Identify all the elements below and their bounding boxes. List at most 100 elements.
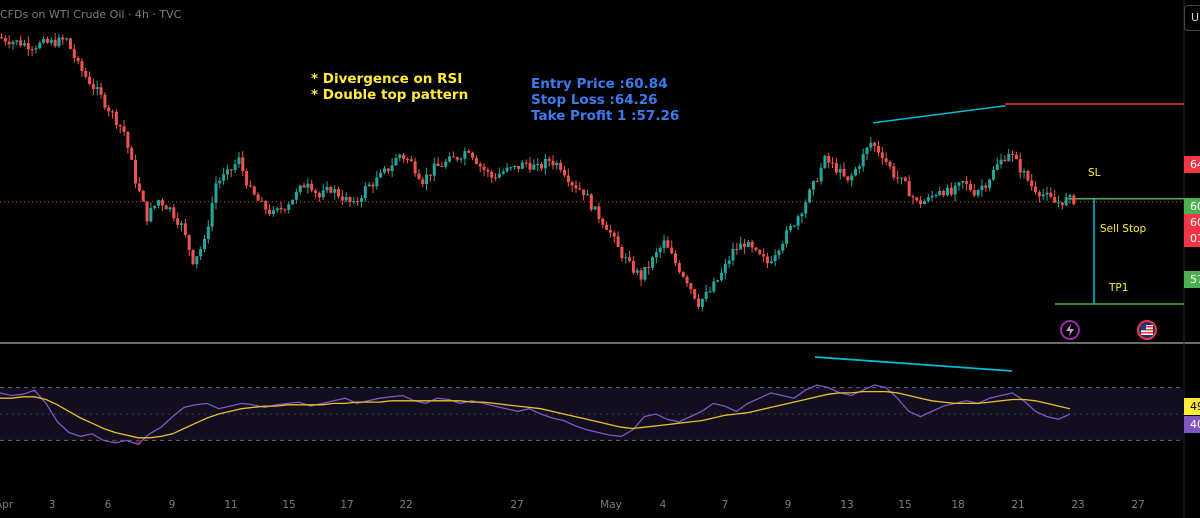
rsi-divergence-line bbox=[814, 356, 1013, 372]
candle-body bbox=[662, 240, 666, 248]
candle-body bbox=[616, 236, 620, 247]
candle bbox=[65, 37, 69, 42]
candle bbox=[1034, 181, 1038, 195]
candle bbox=[84, 67, 88, 79]
candle-body bbox=[302, 185, 306, 188]
candle-body bbox=[857, 166, 861, 169]
candle-body bbox=[478, 163, 482, 167]
candle-body bbox=[202, 238, 206, 250]
candle-body bbox=[248, 185, 252, 187]
candle-body bbox=[149, 208, 153, 222]
candle bbox=[214, 176, 218, 210]
candle-body bbox=[547, 158, 551, 161]
candle bbox=[723, 258, 727, 280]
candle-body bbox=[38, 42, 42, 49]
candle-body bbox=[915, 197, 919, 201]
candle-body bbox=[620, 246, 624, 258]
candle bbox=[945, 184, 949, 197]
rsi-tag-value: 40 bbox=[1184, 416, 1200, 433]
candle-body bbox=[225, 169, 229, 175]
candle-body bbox=[164, 205, 168, 210]
rsi-tag-ma: 49 bbox=[1184, 398, 1200, 415]
candle bbox=[1037, 190, 1041, 203]
candle bbox=[126, 130, 130, 154]
candle-body bbox=[210, 202, 214, 227]
candle bbox=[206, 220, 210, 244]
candle-body bbox=[723, 263, 727, 273]
candle bbox=[704, 285, 708, 302]
candle-body bbox=[180, 223, 183, 225]
candle-body bbox=[409, 159, 413, 162]
candle-body bbox=[712, 281, 716, 292]
candle-body bbox=[865, 147, 869, 155]
price-tag-last: 60 bbox=[1184, 214, 1200, 231]
candle bbox=[712, 277, 716, 294]
candle bbox=[352, 196, 356, 205]
candle bbox=[957, 181, 961, 191]
candle-body bbox=[310, 183, 314, 191]
candle bbox=[949, 182, 953, 197]
candle bbox=[513, 165, 517, 171]
candle-body bbox=[15, 40, 19, 42]
candle bbox=[379, 169, 383, 179]
candle bbox=[149, 202, 153, 223]
candle-body bbox=[520, 162, 524, 169]
candle-body bbox=[608, 229, 612, 233]
candle-body bbox=[976, 190, 980, 196]
candle-body bbox=[708, 291, 712, 293]
candle-body bbox=[490, 171, 494, 178]
candle-body bbox=[505, 167, 509, 172]
candle bbox=[42, 35, 46, 45]
us-flag-icon[interactable] bbox=[1137, 320, 1157, 340]
candle bbox=[785, 226, 789, 248]
candle-body bbox=[455, 157, 459, 160]
candle-body bbox=[968, 183, 972, 191]
candle-body bbox=[22, 43, 26, 46]
unit-button[interactable]: U bbox=[1184, 5, 1200, 31]
candle-body bbox=[103, 94, 107, 108]
candle-body bbox=[294, 191, 298, 200]
candle bbox=[337, 186, 341, 199]
candle-body bbox=[781, 243, 785, 251]
candle-body bbox=[153, 205, 157, 209]
time-axis-tick: 9 bbox=[784, 499, 792, 511]
candle-body bbox=[337, 189, 341, 197]
candle bbox=[413, 157, 417, 177]
candle-body bbox=[317, 192, 321, 198]
candle-body bbox=[386, 168, 390, 172]
candle bbox=[222, 167, 226, 185]
lightning-icon[interactable] bbox=[1060, 320, 1080, 340]
candle bbox=[91, 78, 95, 96]
candle bbox=[608, 224, 612, 238]
candle bbox=[570, 180, 574, 193]
candle bbox=[260, 197, 264, 202]
candle bbox=[635, 267, 639, 276]
candle bbox=[310, 179, 314, 193]
candle bbox=[30, 46, 34, 57]
candle bbox=[880, 146, 884, 165]
candle bbox=[111, 109, 115, 119]
candle-body bbox=[471, 152, 475, 158]
take-profit-text: Take Profit 1 :57.26 bbox=[531, 108, 680, 124]
candle-body bbox=[1064, 197, 1068, 206]
candle-body bbox=[260, 200, 264, 202]
price-tag-countdown: 01 bbox=[1184, 230, 1200, 247]
candle-body bbox=[769, 261, 773, 264]
candle-body bbox=[314, 190, 318, 193]
candle bbox=[536, 158, 540, 172]
candle-body bbox=[463, 151, 467, 159]
candle bbox=[777, 249, 781, 260]
candle bbox=[566, 168, 570, 187]
candle bbox=[769, 255, 773, 265]
candle-body bbox=[3, 38, 7, 42]
candle-body bbox=[742, 243, 746, 247]
candle bbox=[160, 198, 164, 212]
candle-body bbox=[344, 197, 348, 201]
candle-body bbox=[279, 208, 283, 210]
candle-body bbox=[1011, 153, 1015, 155]
candle-body bbox=[91, 84, 95, 89]
candle-body bbox=[593, 206, 597, 210]
candle-body bbox=[513, 166, 517, 168]
candle-body bbox=[459, 158, 463, 160]
candle-body bbox=[291, 199, 295, 205]
